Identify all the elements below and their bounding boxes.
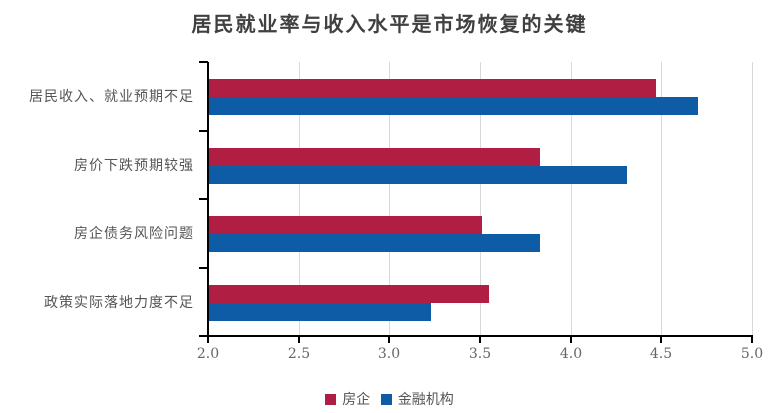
legend-item-financial: 金融机构 — [380, 389, 454, 409]
y-axis — [207, 62, 209, 337]
legend-label: 金融机构 — [397, 392, 454, 408]
gridline — [571, 62, 572, 336]
x-tick — [751, 336, 753, 343]
x-tick-label: 4.5 — [649, 346, 673, 362]
gridline — [389, 62, 390, 336]
category-label: 房企债务风险问题 — [74, 226, 194, 242]
bar-developer — [209, 216, 482, 234]
bar-financial-institution — [209, 166, 627, 184]
x-tick-label: 4.0 — [559, 346, 583, 362]
y-tick — [199, 130, 208, 132]
legend-label: 房企 — [342, 392, 371, 408]
legend: 房企 金融机构 — [0, 389, 779, 409]
gridline — [752, 62, 753, 336]
x-tick-label: 2.0 — [196, 346, 220, 362]
legend-swatch-financial — [380, 393, 392, 405]
legend-item-developer: 房企 — [325, 389, 370, 409]
x-tick-label: 3.5 — [468, 346, 492, 362]
y-tick — [199, 61, 208, 63]
x-tick — [207, 336, 209, 343]
x-tick-label: 3.0 — [377, 346, 401, 362]
x-tick — [660, 336, 662, 343]
bar-financial-institution — [209, 97, 698, 115]
x-tick — [570, 336, 572, 343]
legend-swatch-developer — [325, 393, 337, 405]
bar-financial-institution — [209, 303, 431, 321]
chart-title: 居民就业率与收入水平是市场恢复的关键 — [191, 12, 588, 36]
bar-financial-institution — [209, 234, 540, 252]
gridline — [299, 62, 300, 336]
category-label: 房价下跌预期较强 — [74, 158, 194, 174]
x-tick — [298, 336, 300, 343]
y-tick — [199, 267, 208, 269]
category-label: 政策实际落地力度不足 — [44, 295, 194, 311]
category-label: 居民收入、就业预期不足 — [29, 89, 194, 105]
bar-developer — [209, 285, 489, 303]
x-tick-label: 5.0 — [740, 346, 764, 362]
gridline — [661, 62, 662, 336]
bar-developer — [209, 79, 656, 97]
x-axis — [207, 335, 753, 337]
y-tick — [199, 198, 208, 200]
gridline — [480, 62, 481, 336]
y-tick — [199, 335, 208, 337]
bar-developer — [209, 148, 540, 166]
x-tick — [479, 336, 481, 343]
x-tick-label: 2.5 — [287, 346, 311, 362]
x-tick — [388, 336, 390, 343]
